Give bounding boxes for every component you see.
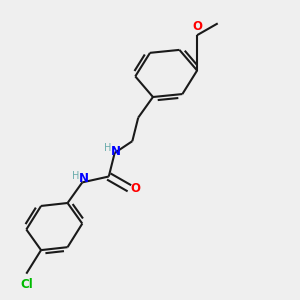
Text: Cl: Cl (20, 278, 33, 291)
Text: O: O (192, 20, 202, 33)
Text: H: H (72, 171, 80, 181)
Text: O: O (131, 182, 141, 195)
Text: H: H (103, 142, 111, 153)
Text: N: N (79, 172, 89, 185)
Text: N: N (111, 145, 121, 158)
